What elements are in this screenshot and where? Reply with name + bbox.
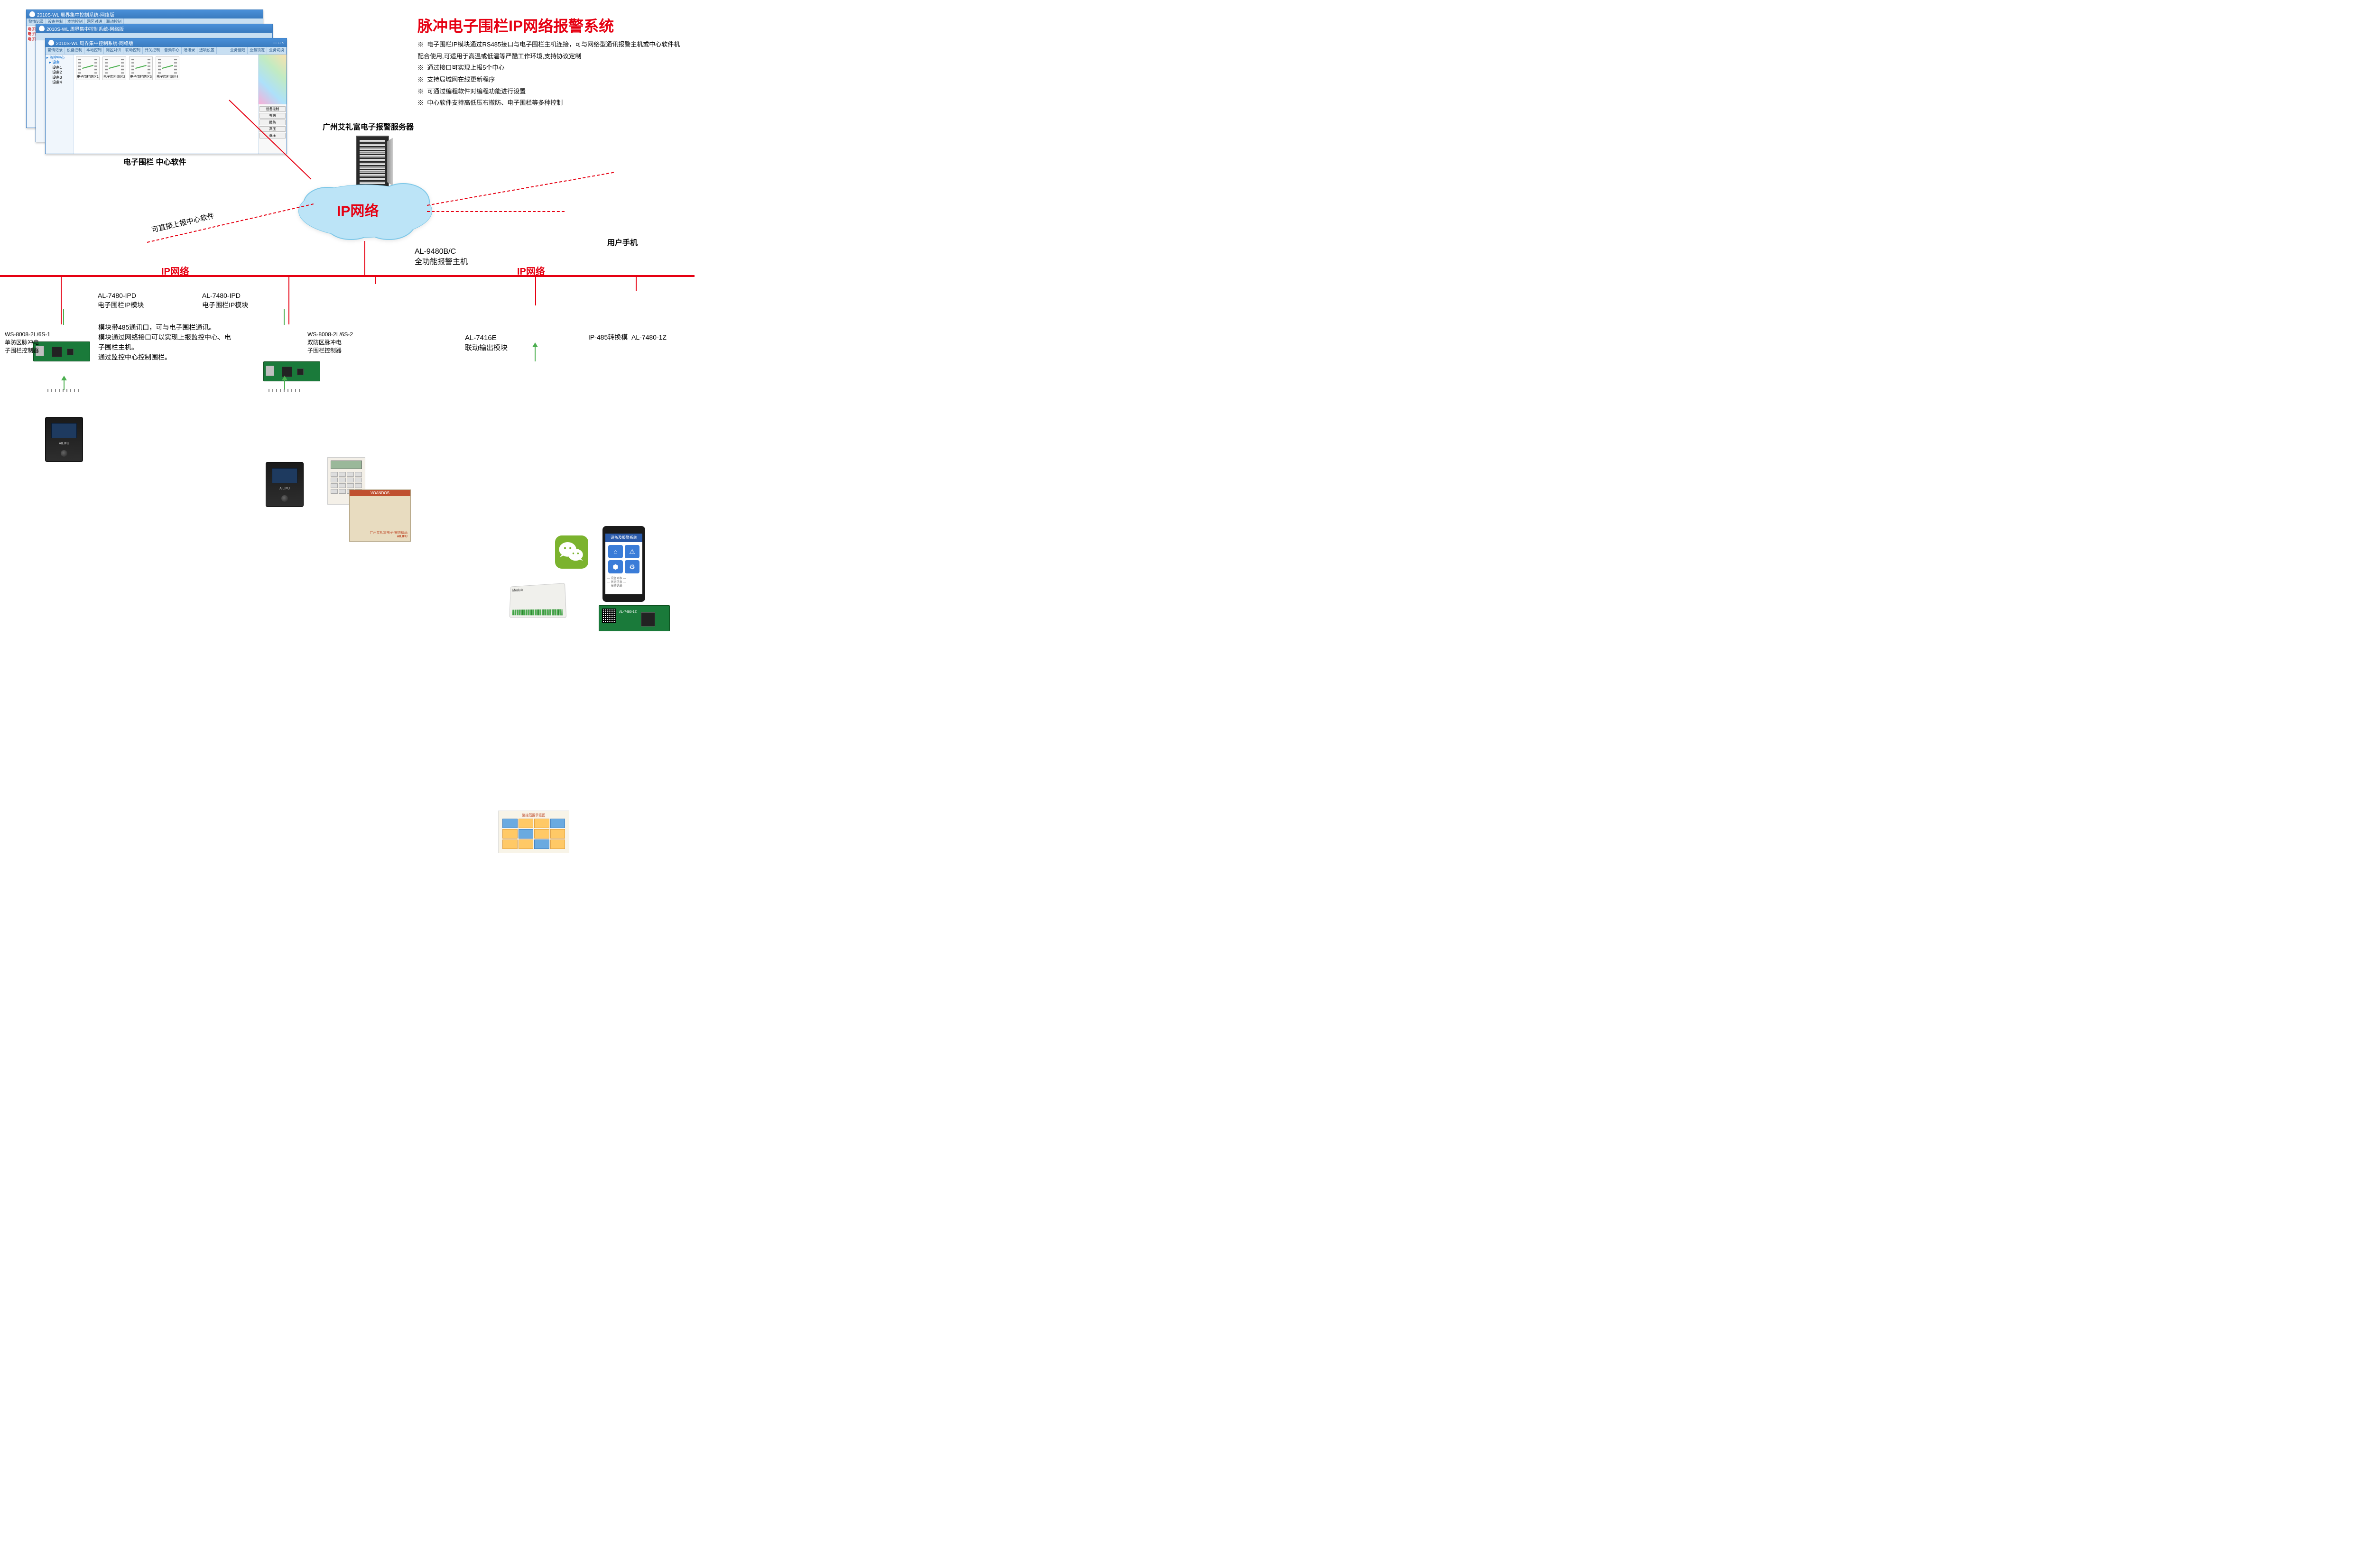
branch-1 [61,277,62,324]
output-module-label: AL-7416E 联动输出模块 [465,333,508,353]
branch-output [535,277,536,305]
conn-pcb1-ctrl [63,309,64,325]
branch-converter [636,277,637,291]
fence-item-2: 电子围栏防区2 [102,56,126,80]
fence-controller-2: AILIFU [266,462,304,507]
conn-dashed-wechat [427,211,565,212]
branch-2 [288,277,289,324]
ip-module-2-label: AL-7480-IPD 电子围栏IP模块 [202,291,248,310]
phone-label: 用户手机 [607,238,638,249]
phone-app-settings-icon: ⚙ [625,560,639,573]
software-label: 电子围栏 中心软件 [123,157,186,168]
controller-1-label: WS-8008-2L/6S-1 单防区脉冲电 子围栏控制器 [5,331,50,354]
fence-bars-1 [47,389,81,392]
feature-bullets: ※ 电子围栏IP模块通过RS485接口与电子围栏主机连接，可与网络型通讯报警主机… [417,39,683,109]
bullet-5: ※ 中心软件支持高低压布撤防、电子围栏等多种控制 [417,97,683,109]
arrow-up-2 [282,376,287,380]
arrow-stem-2 [284,380,285,390]
branch-alarm [375,277,376,284]
software-window-front: 2010S-WL 周界集中控制系统-网络版 — □ × 警情记录 设备控制 本地… [45,38,287,154]
window-titlebar: 2010S-WL 周界集中控制系统-网络版 [27,10,263,18]
bus-right-label: IP网络 [517,264,545,277]
fence-item-4: 电子围栏防区4 [156,56,179,80]
main-title: 脉冲电子围栏IP网络报警系统 [417,14,614,36]
server-label: 广州艾礼富电子报警服务器 [323,122,414,133]
user-phone: 设备及报警系统 ⌂ ⚠ ⬢ ⚙ --- 设备列表 --- --- 状态信息 --… [602,526,645,602]
shield-icon [48,40,54,46]
network-bus-line [0,275,695,277]
phone-app-alarm-icon: ⚠ [625,545,639,558]
map-schematic: 监控范围示意图 [498,811,569,853]
phone-app-shield-icon: ⬢ [608,560,623,573]
bullet-3: ※ 支持局域网在线更新程序 [417,74,683,86]
shield-icon [29,11,35,17]
ip-module-1-label: AL-7480-IPD 电子围栏IP模块 [98,291,144,310]
bullet-4: ※ 可通过编程软件对编程功能进行设置 [417,86,683,98]
alarm-host-label: AL-9480B/C 全功能报警主机 [415,247,468,268]
window-right-panel: 设备控制 布防 撤防 高压 低压 [258,55,287,154]
ip-module-description: 模块带485通讯口，可与电子围栏通讯。 模块通过网络接口可以实现上报监控中心、电… [98,323,231,362]
controller-2-label: WS-8008-2L/6S-2 双防区脉冲电 子围栏控制器 [307,331,353,354]
wechat-icon [555,535,588,569]
arrow-stem-3 [535,347,536,361]
fence-controller-1: AILIFU [45,417,83,462]
window-main: 电子围栏防区1 电子围栏防区2 电子围栏防区3 电子围栏防区4 [74,55,258,154]
diagonal-text: 可直接上报中心软件 [151,211,215,235]
fence-item-1: 电子围栏防区1 [76,56,100,80]
converter-label: IP-485转换模 AL-7480-1Z [588,333,667,342]
converter-pcb: AL-7480-1Z [599,605,670,631]
fence-bars-2 [269,389,302,392]
arrow-up-3 [532,342,538,347]
conn-pcb2-ctrl [284,309,285,325]
conn-dashed-phone [427,172,614,206]
output-module: Module [509,583,566,618]
bullet-2: ※ 通过接口可实现上报5个中心 [417,62,683,74]
bullet-1: ※ 电子围栏IP模块通过RS485接口与电子围栏主机连接，可与网络型通讯报警主机… [417,39,683,62]
bus-left-label: IP网络 [161,264,189,277]
fence-item-3: 电子围栏防区3 [129,56,153,80]
ip-module-pcb-2 [263,361,320,381]
conn-cloud-bus [364,241,365,275]
cloud-label: IP网络 [337,199,379,220]
window-sidebar: ▸ 监控中心 ▸ 设备 设备1 设备2 设备3 设备4 [46,55,74,154]
window-toolbar-front: 警情记录 设备控制 本地控制 网区对讲 联动控制 开关控制 音频中心 通讯录 选… [46,47,287,55]
arrow-up-1 [61,376,67,380]
phone-app-home-icon: ⌂ [608,545,623,558]
window-titlebar-front: 2010S-WL 周界集中控制系统-网络版 — □ × [46,38,287,47]
arrow-stem-1 [64,380,65,390]
alarm-host-panel: VOANDOS 广州艾礼富电子·安防精品 AILIFU [349,489,411,542]
